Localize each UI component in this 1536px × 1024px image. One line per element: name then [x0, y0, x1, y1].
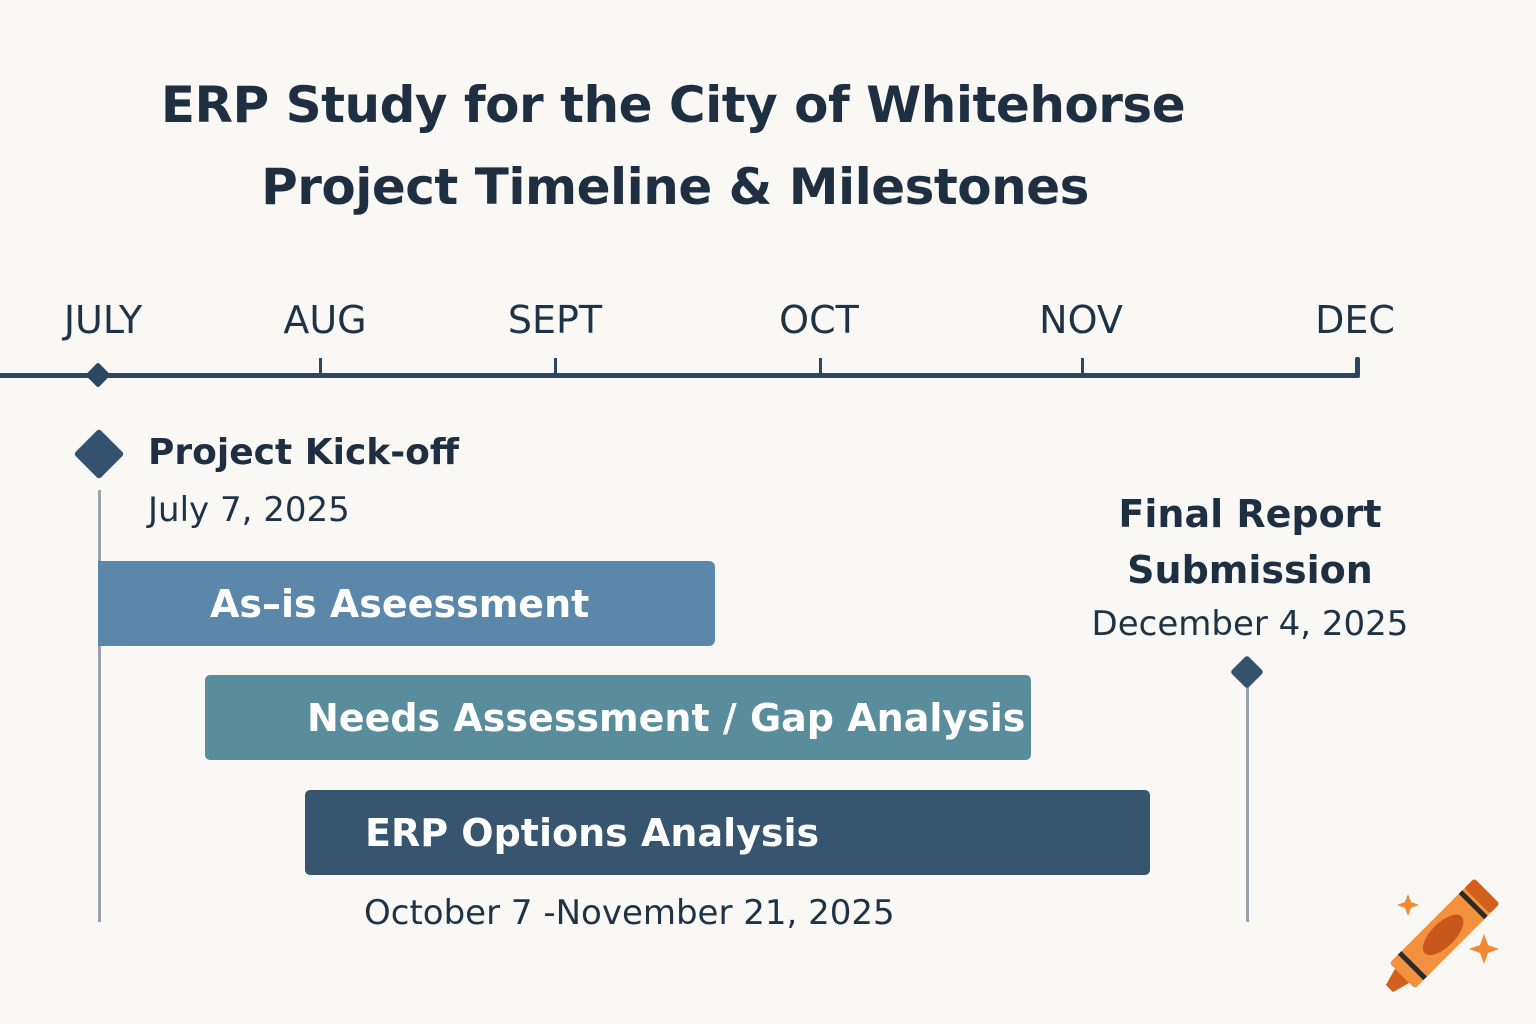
- month-label-sept: SEPT: [507, 298, 603, 342]
- page-subtitle: Project Timeline & Milestones: [261, 158, 1089, 216]
- phase-label: ERP Options Analysis: [365, 810, 820, 855]
- final-date: December 4, 2025: [1091, 604, 1409, 644]
- month-label-aug: AUG: [283, 298, 367, 342]
- tick-aug: [319, 358, 322, 376]
- kickoff-date: July 7, 2025: [148, 490, 350, 530]
- phase-bar-as-is-assessment: As–is Aseessment: [98, 561, 715, 646]
- kickoff-connector-line: [98, 490, 101, 922]
- month-label-nov: NOV: [1039, 298, 1123, 342]
- kickoff-title: Project Kick-off: [148, 432, 460, 473]
- phase-label: As–is Aseessment: [210, 581, 590, 626]
- month-label-dec: DEC: [1315, 298, 1395, 342]
- final-title-line2: Submission: [1127, 548, 1373, 592]
- page-title: ERP Study for the City of Whitehorse: [160, 76, 1186, 134]
- phase-bar-erp-options-analysis: ERP Options Analysis: [305, 790, 1150, 875]
- tick-nov: [1081, 358, 1084, 376]
- erp-options-date-range: October 7 -November 21, 2025: [364, 893, 895, 933]
- axis-diamond-marker-icon: [85, 362, 111, 388]
- tick-sept: [554, 358, 557, 376]
- timeline-axis: [0, 373, 1360, 378]
- month-label-july: JULY: [63, 298, 143, 342]
- crayon-icon: [1385, 879, 1499, 993]
- final-diamond-icon: [1230, 655, 1264, 689]
- tick-oct: [819, 358, 822, 376]
- phase-label: Needs Assessment / Gap Analysis: [307, 695, 1026, 740]
- phase-bar-needs-assessment: Needs Assessment / Gap Analysis: [205, 675, 1031, 760]
- month-label-oct: OCT: [779, 298, 859, 342]
- final-report-milestone: Final Report Submission December 4, 2025: [1090, 486, 1410, 648]
- final-connector-line: [1246, 686, 1249, 922]
- final-title-line1: Final Report: [1118, 492, 1382, 536]
- tick-dec: [1355, 357, 1360, 378]
- kickoff-diamond-icon: [73, 428, 125, 480]
